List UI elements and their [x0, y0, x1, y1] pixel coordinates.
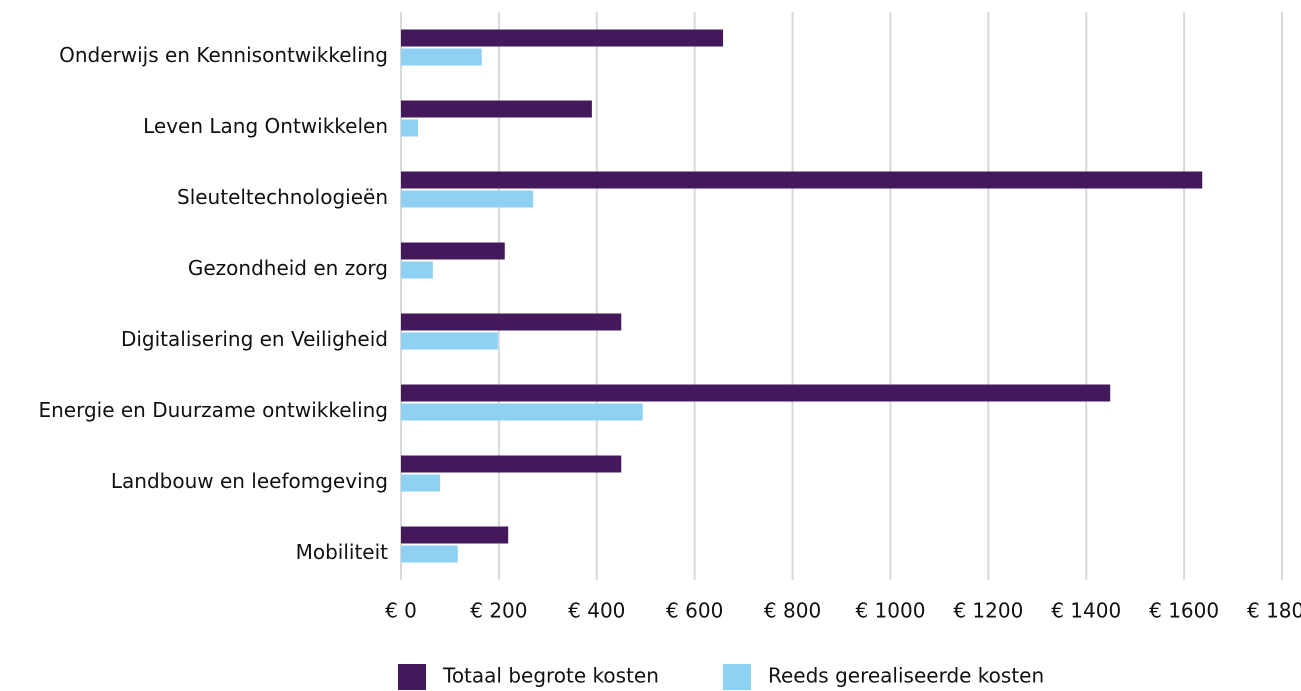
legend-label: Reeds gerealiseerde kosten: [768, 664, 1044, 688]
bar: [401, 119, 419, 137]
bar: [401, 171, 1203, 189]
y-tick-label: Gezondheid en zorg: [188, 256, 388, 280]
x-tick-label: € 1400: [1051, 599, 1121, 623]
x-tick-label: € 1600: [1149, 599, 1219, 623]
y-tick-label: Digitalisering en Veiligheid: [121, 327, 388, 351]
x-tick-label: € 1800: [1247, 599, 1301, 623]
x-tick-label: € 1200: [953, 599, 1023, 623]
bar: [401, 313, 622, 331]
x-tick-label: € 800: [764, 599, 821, 623]
y-tick-label: Onderwijs en Kennisontwikkeling: [59, 43, 388, 67]
x-tick-label: € 600: [666, 599, 723, 623]
legend-label: Totaal begrote kosten: [442, 664, 659, 688]
bar: [401, 403, 643, 421]
legend-swatch: [398, 664, 426, 690]
bar: [401, 332, 498, 350]
x-tick-label: € 200: [470, 599, 527, 623]
y-tick-label: Mobiliteit: [296, 540, 389, 564]
y-tick-label: Energie en Duurzame ontwikkeling: [38, 398, 388, 422]
y-tick-label: Leven Lang Ontwikkelen: [143, 114, 388, 138]
bar: [401, 384, 1111, 402]
bar: [401, 261, 433, 279]
bar: [401, 48, 482, 66]
bar: [401, 29, 724, 47]
bar: [401, 455, 622, 473]
bar: [401, 474, 441, 492]
y-tick-label: Sleuteltechnologieën: [177, 185, 388, 209]
x-tick-label: € 400: [568, 599, 625, 623]
legend-swatch: [723, 664, 751, 690]
bar: [401, 526, 509, 544]
x-tick-label: € 0: [385, 599, 417, 623]
bar: [401, 190, 534, 208]
bar: [401, 545, 458, 563]
x-tick-label: € 1000: [855, 599, 925, 623]
bar: [401, 100, 592, 118]
y-tick-label: Landbouw en leefomgeving: [111, 469, 388, 493]
bar: [401, 242, 505, 260]
